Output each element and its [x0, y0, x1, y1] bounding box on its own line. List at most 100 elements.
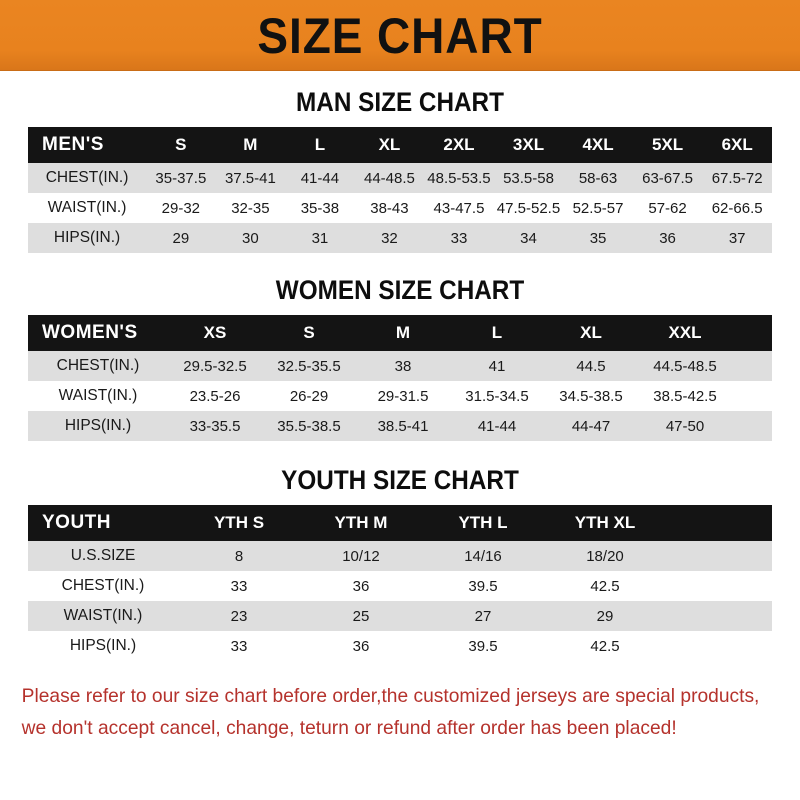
women-label-header: WOMEN'S [28, 315, 168, 351]
women-cell-1-5: 38.5-42.5 [638, 381, 732, 411]
women-cell-0-1: 32.5-35.5 [262, 351, 356, 381]
women-row-label-2: HIPS(IN.) [28, 411, 168, 441]
section-title-youth: YOUTH SIZE CHART [281, 465, 519, 495]
youth-row-filler [666, 631, 772, 661]
page-title: SIZE CHART [257, 8, 543, 64]
table-row: WAIST(IN.) 23 25 27 29 [28, 601, 772, 631]
order-policy-line-1: Please refer to our size chart before or… [21, 685, 760, 707]
youth-cell-3-2: 39.5 [422, 631, 544, 661]
table-row: WAIST(IN.) 29-32 32-35 35-38 38-43 43-47… [28, 193, 772, 223]
women-cell-2-4: 44-47 [544, 411, 638, 441]
table-row: CHEST(IN.) 35-37.5 37.5-41 41-44 44-48.5… [28, 163, 772, 193]
youth-cell-1-0: 33 [178, 571, 300, 601]
youth-size-table: YOUTH YTH S YTH M YTH L YTH XL U.S.SIZE … [28, 505, 772, 661]
table-row: WAIST(IN.) 23.5-26 26-29 29-31.5 31.5-34… [28, 381, 772, 411]
men-cell-0-3: 44-48.5 [354, 163, 425, 193]
men-cell-0-2: 41-44 [285, 163, 355, 193]
men-size-col-8: 6XL [702, 127, 772, 163]
men-cell-0-1: 37.5-41 [215, 163, 286, 193]
men-size-col-1: M [215, 127, 286, 163]
men-size-col-5: 3XL [493, 127, 564, 163]
youth-cell-2-3: 29 [544, 601, 666, 631]
women-cell-0-4: 44.5 [544, 351, 638, 381]
page-banner: SIZE CHART [0, 0, 800, 71]
men-cell-2-4: 33 [424, 223, 494, 253]
men-cell-0-7: 63-67.5 [632, 163, 703, 193]
youth-row-filler [666, 541, 772, 571]
women-row-label-0: CHEST(IN.) [28, 351, 168, 381]
men-cell-1-2: 35-38 [285, 193, 355, 223]
women-cell-2-5: 47-50 [638, 411, 732, 441]
men-cell-0-8: 67.5-72 [702, 163, 772, 193]
table-row: CHEST(IN.) 29.5-32.5 32.5-35.5 38 41 44.… [28, 351, 772, 381]
women-cell-2-2: 38.5-41 [356, 411, 450, 441]
youth-cell-1-2: 39.5 [422, 571, 544, 601]
men-cell-2-2: 31 [285, 223, 355, 253]
men-cell-2-0: 29 [146, 223, 216, 253]
table-row: U.S.SIZE 8 10/12 14/16 18/20 [28, 541, 772, 571]
youth-cell-3-0: 33 [178, 631, 300, 661]
women-cell-2-0: 33-35.5 [168, 411, 262, 441]
youth-cell-2-1: 25 [300, 601, 422, 631]
youth-cell-0-0: 8 [178, 541, 300, 571]
youth-header-filler [666, 505, 772, 541]
women-size-col-1: S [262, 315, 356, 351]
men-cell-1-3: 38-43 [354, 193, 425, 223]
youth-cell-2-2: 27 [422, 601, 544, 631]
women-row-label-1: WAIST(IN.) [28, 381, 168, 411]
youth-cell-0-2: 14/16 [422, 541, 544, 571]
youth-size-col-2: YTH L [422, 505, 544, 541]
youth-row-filler [666, 571, 772, 601]
table-header-row: WOMEN'S XS S M L XL XXL [28, 315, 772, 351]
youth-cell-2-0: 23 [178, 601, 300, 631]
youth-row-filler [666, 601, 772, 631]
men-cell-1-7: 57-62 [632, 193, 703, 223]
women-cell-0-0: 29.5-32.5 [168, 351, 262, 381]
youth-cell-3-1: 36 [300, 631, 422, 661]
youth-row-label-2: WAIST(IN.) [28, 601, 178, 631]
women-cell-0-5: 44.5-48.5 [638, 351, 732, 381]
men-cell-0-0: 35-37.5 [146, 163, 216, 193]
men-cell-2-3: 32 [354, 223, 425, 253]
table-header-row: YOUTH YTH S YTH M YTH L YTH XL [28, 505, 772, 541]
table-header-row: MEN'S S M L XL 2XL 3XL 4XL 5XL 6XL [28, 127, 772, 163]
women-size-table: WOMEN'S XS S M L XL XXL CHEST(IN.) 29.5-… [28, 315, 772, 441]
section-title-women: WOMEN SIZE CHART [275, 275, 525, 305]
men-label-header: MEN'S [28, 127, 147, 163]
table-row: HIPS(IN.) 33-35.5 35.5-38.5 38.5-41 41-4… [28, 411, 772, 441]
men-cell-0-4: 48.5-53.5 [424, 163, 494, 193]
order-policy-line-2: we don't accept cancel, change, teturn o… [21, 716, 677, 739]
men-size-col-0: S [146, 127, 216, 163]
youth-size-col-0: YTH S [178, 505, 300, 541]
order-policy-note: Please refer to our size chart before or… [0, 681, 788, 744]
women-header-filler [732, 315, 772, 351]
women-size-col-4: XL [544, 315, 638, 351]
youth-cell-1-3: 42.5 [544, 571, 666, 601]
men-cell-0-6: 58-63 [563, 163, 633, 193]
men-cell-2-8: 37 [702, 223, 772, 253]
youth-size-col-3: YTH XL [544, 505, 666, 541]
men-cell-1-8: 62-66.5 [702, 193, 772, 223]
women-cell-1-3: 31.5-34.5 [450, 381, 544, 411]
women-row-filler [732, 381, 772, 411]
men-row-label-0: CHEST(IN.) [28, 163, 147, 193]
women-cell-1-4: 34.5-38.5 [544, 381, 638, 411]
women-size-col-2: M [356, 315, 450, 351]
women-cell-1-0: 23.5-26 [168, 381, 262, 411]
men-cell-2-7: 36 [632, 223, 703, 253]
table-row: CHEST(IN.) 33 36 39.5 42.5 [28, 571, 772, 601]
table-row: HIPS(IN.) 29 30 31 32 33 34 35 36 37 [28, 223, 772, 253]
men-cell-1-6: 52.5-57 [563, 193, 633, 223]
youth-cell-3-3: 42.5 [544, 631, 666, 661]
youth-cell-1-1: 36 [300, 571, 422, 601]
youth-size-col-1: YTH M [300, 505, 422, 541]
women-row-filler [732, 351, 772, 381]
women-cell-2-3: 41-44 [450, 411, 544, 441]
youth-row-label-3: HIPS(IN.) [28, 631, 178, 661]
men-row-label-1: WAIST(IN.) [28, 193, 147, 223]
women-cell-0-3: 41 [450, 351, 544, 381]
women-cell-2-1: 35.5-38.5 [262, 411, 356, 441]
youth-row-label-0: U.S.SIZE [28, 541, 178, 571]
men-cell-0-5: 53.5-58 [493, 163, 564, 193]
table-row: HIPS(IN.) 33 36 39.5 42.5 [28, 631, 772, 661]
